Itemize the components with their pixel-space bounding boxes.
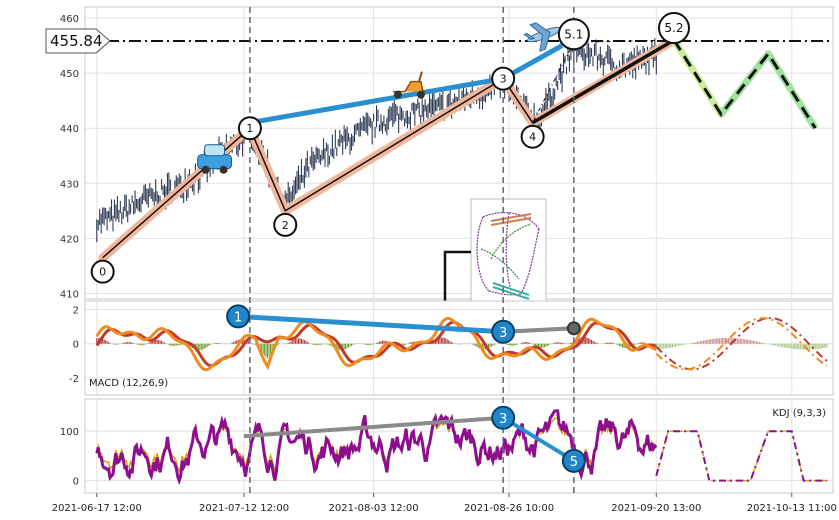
- pattern-thumbnail-shape: [476, 211, 540, 296]
- macd-y-tick-label: 2: [73, 306, 79, 317]
- wave-marker-circle: [90, 259, 115, 284]
- macd-marker-circle: [491, 319, 516, 344]
- price-y-tick-label: 450: [60, 69, 79, 80]
- macd-marker-circle: [226, 304, 251, 329]
- wave-marker-label: 4: [529, 131, 536, 144]
- kdj-marker-circle: [491, 405, 516, 430]
- projection-line: [672, 39, 817, 130]
- pattern-thumbnail-band-2: [492, 282, 530, 300]
- wave-marker-label: 0: [99, 266, 106, 279]
- projection-band-2: [718, 50, 819, 131]
- macd-panel: 2 0 -2 MACD (12,26,9): [69, 300, 834, 396]
- x-tick-label: 2021-10-13 11:00: [747, 503, 837, 514]
- kdj-legend: KDJ (9,3,3): [772, 408, 826, 419]
- price-y-tick-label: 420: [60, 234, 79, 245]
- airplane-icon: [523, 22, 562, 52]
- kdj-marker-label: 3: [499, 412, 507, 427]
- kdj-k-line: [95, 409, 658, 486]
- lower-trend-line: [531, 38, 675, 125]
- wave-marker-label: 1: [246, 122, 253, 135]
- macd-y-tick-label: -2: [69, 374, 79, 385]
- x-tick-label: 2021-07-12 12:00: [199, 503, 289, 514]
- scooter-icon-wheel: [416, 90, 425, 99]
- macd-series: [95, 313, 828, 372]
- x-tick-label: 2021-06-17 12:00: [52, 503, 142, 514]
- car-icon-cabin: [204, 144, 226, 157]
- wave-marker-label: 3: [500, 73, 507, 86]
- kdj-y-tick-label: 0: [73, 477, 79, 488]
- kdj-marker-circle: [561, 448, 586, 473]
- macd-signal-projection: [655, 317, 828, 371]
- scooter-icon-wheel: [393, 90, 402, 99]
- kdj-series: [95, 409, 828, 486]
- car-icon-wheel: [219, 165, 228, 174]
- price-overlays: [85, 22, 833, 263]
- wave-marker-circle: [557, 18, 590, 51]
- macd-panel-frame: [84, 300, 834, 396]
- macd-y-tick-label: 0: [73, 340, 79, 351]
- airplane-icon-wing: [529, 22, 551, 52]
- wave-marker-circle: [237, 116, 262, 141]
- price-level-label: 455.84: [45, 28, 111, 54]
- macd-line: [95, 317, 657, 372]
- macd-y-tick-labels: 2 0 -2: [69, 306, 79, 385]
- macd-legend: MACD (12,26,9): [89, 378, 168, 389]
- wave-marker-circle: [273, 212, 298, 237]
- wave-marker-circle: [657, 12, 690, 45]
- scooter-icon: [392, 71, 425, 99]
- price-y-tick-labels: 410 420 430 440 450 460: [60, 14, 79, 300]
- macd-marker-label: 1: [234, 310, 242, 325]
- x-tick-label: 2021-09-20 13:00: [611, 503, 701, 514]
- kdj-divergence-line-2: [502, 416, 575, 463]
- price-level-arrow-box: [45, 28, 111, 54]
- kdj-divergence-line: [243, 415, 504, 439]
- price-y-tick-label: 440: [60, 124, 79, 135]
- wave-marker-label: 2: [282, 219, 289, 232]
- price-panel-frame: [84, 6, 834, 300]
- airplane-icon-tail: [523, 32, 536, 40]
- macd-marker-label: 3: [499, 326, 507, 341]
- wave-marker-circle: [491, 66, 516, 91]
- wave-marker-label: 5.1: [564, 27, 583, 41]
- kdj-panel: 100 0 KDJ (9,3,3): [60, 398, 834, 494]
- chart-markers: 0 1 2 3 4 5.1 5.2 1 3 3 5: [90, 12, 690, 473]
- macd-divergence-line: [237, 313, 504, 335]
- price-y-tick-label: 460: [60, 14, 79, 25]
- x-tick-labels: 2021-06-17 12:00 2021-07-12 12:00 2021-08-…: [52, 493, 837, 514]
- price-y-tick-label: 410: [60, 289, 79, 300]
- kdj-y-tick-label: 100: [60, 427, 79, 438]
- kdj-k-projection: [655, 430, 828, 482]
- wave-marker-circle: [520, 124, 545, 149]
- car-icon-wheel: [201, 165, 210, 174]
- price-level-text: 455.84: [50, 32, 103, 50]
- scooter-icon-handle: [417, 71, 423, 82]
- kdj-y-tick-labels: 100 0: [60, 427, 79, 487]
- car-icon: [197, 144, 233, 174]
- pattern-thumbnail-band: [490, 213, 532, 226]
- price-y-tick-label: 430: [60, 179, 79, 190]
- kdj-marker-label: 5: [570, 455, 578, 470]
- x-tick-label: 2021-08-03 12:00: [329, 503, 419, 514]
- macd-end-dot: [566, 321, 581, 336]
- wave-marker-label: 5.2: [664, 21, 683, 35]
- x-tick-label: 2021-08-26 10:00: [464, 503, 554, 514]
- pattern-thumbnail: [470, 198, 547, 305]
- car-icon-body: [197, 154, 233, 170]
